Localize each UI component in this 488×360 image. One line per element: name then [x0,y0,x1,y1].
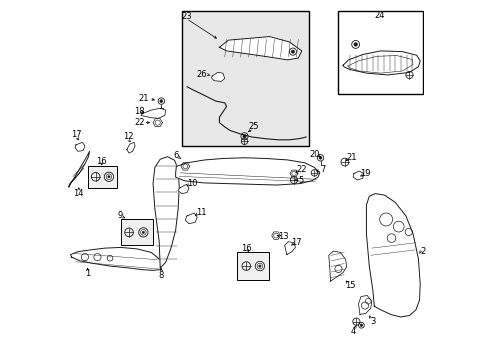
Text: 5: 5 [298,176,303,185]
Text: 15: 15 [344,281,354,290]
Circle shape [291,50,294,53]
Text: 23: 23 [181,12,191,21]
Circle shape [160,100,163,103]
Text: 20: 20 [308,150,319,159]
Bar [338,12,422,94]
Text: 3: 3 [369,317,375,326]
Polygon shape [141,108,165,118]
Polygon shape [178,184,188,194]
Circle shape [142,231,144,234]
Bar [237,252,268,280]
Bar [88,166,117,188]
Text: 17: 17 [290,238,301,247]
Text: 22: 22 [134,118,145,127]
Polygon shape [352,171,363,180]
Polygon shape [211,72,224,81]
Polygon shape [328,251,346,281]
Text: 2: 2 [420,247,425,256]
Text: 13: 13 [277,232,288,241]
Circle shape [359,324,362,327]
Text: 16: 16 [241,244,251,253]
Polygon shape [126,142,135,153]
Text: 14: 14 [73,189,84,198]
Polygon shape [343,51,419,75]
Polygon shape [366,194,419,317]
Polygon shape [358,296,371,315]
Polygon shape [175,158,319,185]
Polygon shape [70,247,162,270]
Text: 22: 22 [296,165,306,174]
Circle shape [353,43,357,46]
Polygon shape [75,142,85,151]
Text: 21: 21 [346,153,356,162]
Text: 26: 26 [197,70,207,79]
Text: 18: 18 [134,107,145,116]
Text: 4: 4 [349,327,355,336]
Text: 25: 25 [248,122,259,131]
Text: 11: 11 [196,208,206,217]
Text: 24: 24 [374,11,385,20]
Text: 1: 1 [84,269,90,278]
Polygon shape [185,213,197,224]
Text: 19: 19 [360,169,370,178]
Bar [121,220,153,245]
Text: 12: 12 [122,132,133,141]
Text: 10: 10 [187,179,197,188]
Circle shape [243,135,245,138]
Polygon shape [284,242,295,255]
Polygon shape [153,157,179,268]
Polygon shape [69,151,89,187]
Text: 9: 9 [117,211,122,220]
Text: 7: 7 [319,165,325,174]
Circle shape [107,176,110,178]
Polygon shape [219,37,301,60]
Text: 16: 16 [96,157,107,166]
Bar [182,12,308,146]
Text: 17: 17 [70,130,81,139]
Circle shape [319,156,321,159]
Circle shape [258,265,261,267]
Text: 6: 6 [173,151,179,160]
Text: 8: 8 [158,270,163,279]
Text: 21: 21 [139,94,149,103]
